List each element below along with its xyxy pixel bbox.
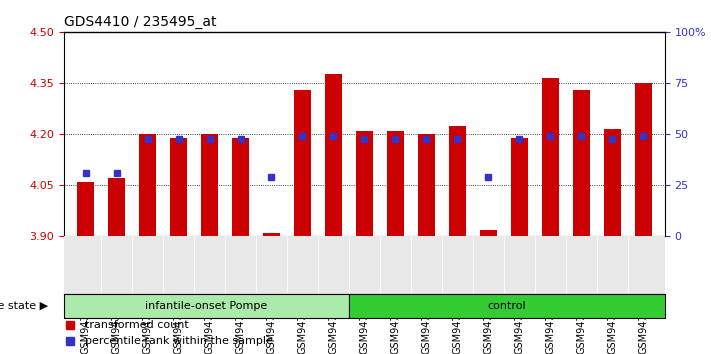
- Text: percentile rank within the sample: percentile rank within the sample: [85, 336, 273, 346]
- Bar: [232, 138, 249, 236]
- Text: disease state ▶: disease state ▶: [0, 301, 48, 311]
- Bar: [480, 230, 497, 236]
- Bar: [201, 134, 218, 236]
- Text: infantile-onset Pompe: infantile-onset Pompe: [145, 301, 267, 311]
- Text: GDS4410 / 235495_at: GDS4410 / 235495_at: [64, 16, 216, 29]
- Bar: [542, 78, 559, 236]
- Bar: [170, 138, 187, 236]
- Bar: [635, 83, 651, 236]
- Bar: [510, 138, 528, 236]
- Bar: [387, 131, 404, 236]
- Text: control: control: [487, 301, 526, 311]
- Bar: [418, 134, 435, 236]
- Bar: [356, 131, 373, 236]
- Bar: [64, 294, 348, 318]
- Text: transformed count: transformed count: [85, 320, 188, 330]
- Bar: [77, 182, 94, 236]
- Bar: [572, 90, 589, 236]
- Bar: [604, 129, 621, 236]
- Bar: [294, 90, 311, 236]
- Bar: [108, 178, 125, 236]
- Bar: [325, 74, 342, 236]
- Bar: [348, 294, 665, 318]
- Bar: [449, 126, 466, 236]
- Bar: [263, 233, 280, 236]
- Bar: [139, 134, 156, 236]
